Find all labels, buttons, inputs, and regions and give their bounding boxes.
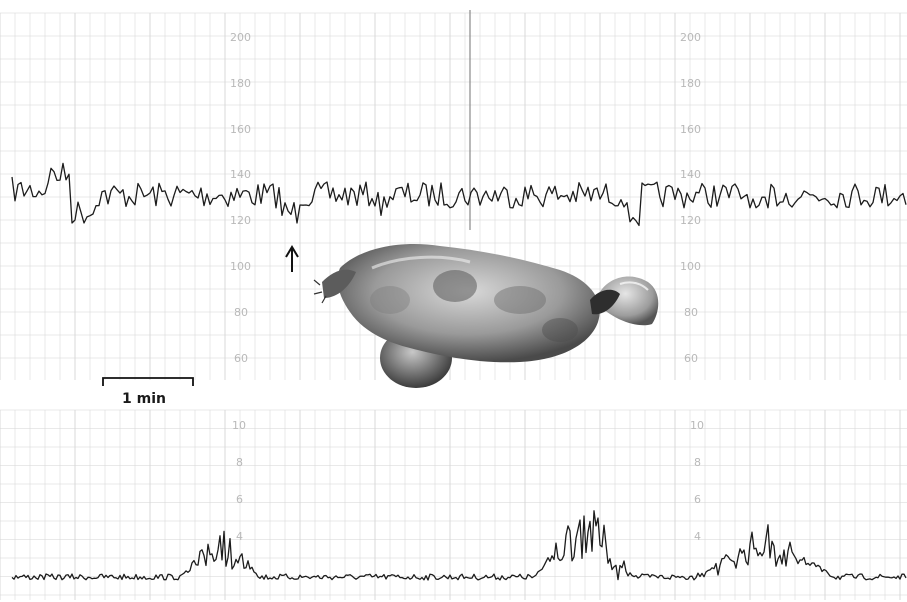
tick-label: 200	[230, 31, 251, 44]
tick-label: 120	[230, 214, 251, 227]
fetus-photo	[313, 244, 659, 388]
tick-label: 4	[694, 530, 701, 543]
tick-label: 10	[690, 419, 704, 432]
heart-rate-scale-left: 200 180 160 140 120 100 80 60	[230, 31, 251, 365]
tick-label: 140	[680, 168, 701, 181]
contraction-grid	[0, 409, 907, 600]
tick-label: 8	[236, 456, 243, 469]
tick-label: 140	[230, 168, 251, 181]
event-marker-arrow-icon	[285, 245, 299, 272]
contraction-scale-left: 10 8 6 4	[232, 419, 246, 543]
tick-label: 160	[680, 123, 701, 136]
time-scale-bar: 1 min	[102, 377, 194, 407]
uterine-contraction-trace	[11, 510, 907, 581]
tick-label: 200	[680, 31, 701, 44]
time-scale-label: 1 min	[122, 391, 166, 407]
tick-label: 60	[684, 352, 698, 365]
tick-label: 10	[232, 419, 246, 432]
heart-rate-scale-right: 200 180 160 140 120 100 80 60	[680, 31, 701, 365]
tick-label: 80	[684, 306, 698, 319]
paper-blank-band	[0, 382, 907, 406]
tick-label: 100	[680, 260, 701, 273]
tick-label: 80	[234, 306, 248, 319]
tick-label: 6	[236, 493, 243, 506]
tick-label: 180	[680, 77, 701, 90]
tick-label: 4	[236, 530, 243, 543]
fetal-heart-rate-trace	[11, 162, 907, 227]
contraction-scale-right: 10 8 6 4	[690, 419, 704, 543]
tick-label: 8	[694, 456, 701, 469]
tick-label: 6	[694, 493, 701, 506]
tick-label: 180	[230, 77, 251, 90]
tick-label: 160	[230, 123, 251, 136]
tick-label: 100	[230, 260, 251, 273]
tick-label: 60	[234, 352, 248, 365]
tick-label: 120	[680, 214, 701, 227]
